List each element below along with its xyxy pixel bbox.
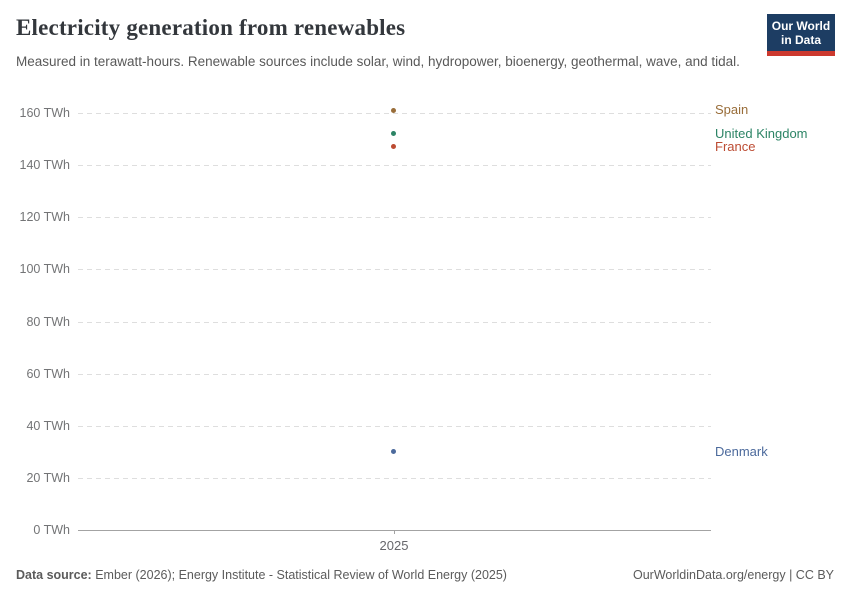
- y-axis-tick-label: 60 TWh: [26, 366, 70, 381]
- data-point-united-kingdom[interactable]: [391, 131, 396, 137]
- owid-cc-link[interactable]: OurWorldinData.org/energy | CC BY: [632, 568, 834, 582]
- gridline: [78, 165, 711, 167]
- y-axis-tick-label: 140 TWh: [19, 158, 71, 173]
- gridline: [78, 321, 711, 323]
- entity-label-united-kingdom[interactable]: United Kingdom: [715, 125, 808, 141]
- entity-label-france[interactable]: France: [715, 138, 756, 154]
- gridline: [78, 113, 711, 114]
- owid-logo-line1: Our World: [771, 19, 831, 33]
- data-source-note: Data source: Ember (2026); Energy Instit…: [16, 568, 507, 582]
- y-axis-tick-label: 100 TWh: [19, 262, 71, 277]
- owid-logo-line2: in Data: [780, 33, 821, 47]
- entity-label-denmark[interactable]: Denmark: [715, 443, 768, 459]
- gridline: [78, 217, 711, 219]
- gridline: [78, 477, 711, 479]
- x-axis-tick-label: 2025: [379, 538, 409, 553]
- y-axis-tick-label: 80 TWh: [26, 314, 70, 329]
- gridline: [78, 373, 711, 375]
- data-source-text: Ember (2026); Energy Institute - Statist…: [91, 568, 507, 582]
- y-axis-tick-label: 20 TWh: [26, 470, 70, 485]
- y-axis-tick-label: 0 TWh: [33, 523, 70, 537]
- entity-label-spain[interactable]: Spain: [715, 102, 749, 118]
- gridline: [78, 269, 711, 271]
- data-source-label: Data source:: [16, 568, 92, 582]
- y-axis-tick-label: 40 TWh: [26, 418, 70, 433]
- y-axis-tick-label: 160 TWh: [19, 106, 71, 120]
- chart-subtitle: Measured in terawatt-hours. Renewable so…: [16, 54, 740, 69]
- gridline: [78, 425, 711, 427]
- x-axis-tick-mark: [394, 530, 395, 534]
- y-axis-tick-label: 120 TWh: [19, 210, 71, 225]
- data-point-denmark[interactable]: [391, 449, 396, 455]
- chart-title: Electricity generation from renewables: [16, 15, 406, 40]
- data-point-france[interactable]: [391, 144, 396, 150]
- owid-logo[interactable]: Our World in Data: [767, 14, 835, 56]
- data-point-spain[interactable]: [391, 107, 396, 113]
